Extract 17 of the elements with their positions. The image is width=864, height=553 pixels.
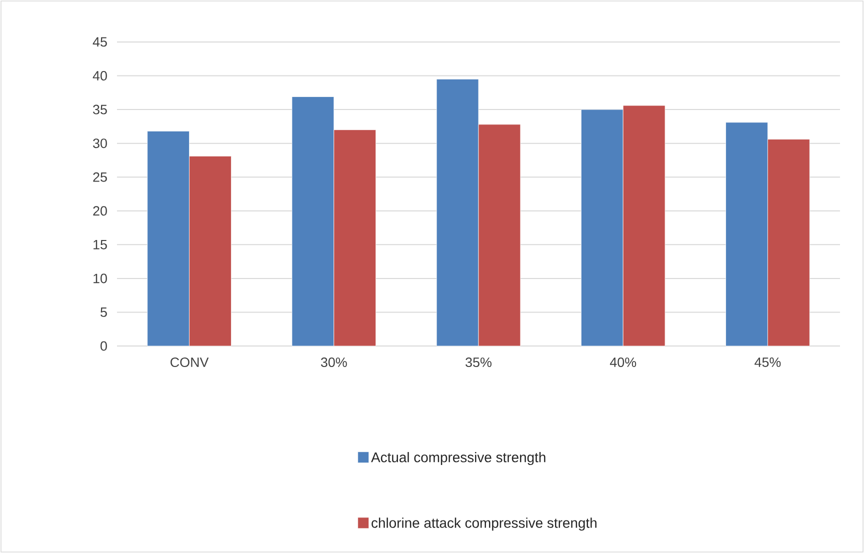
x-tick-label: 40% [610,358,636,368]
y-tick-label: 20 [93,206,107,216]
x-tick-label: CONV [170,358,209,368]
y-tick-label: 30 [93,138,107,148]
y-tick-label: 45 [92,37,107,47]
legend-label: Actual compressive strength [371,452,546,466]
y-tick-label: 10 [94,274,107,284]
y-tick-label: 40 [92,71,107,81]
x-tick-label: 35% [466,358,492,368]
y-tick-label: 15 [94,240,107,250]
y-tick-label: 35 [93,104,107,114]
y-tick-label: 25 [93,172,107,182]
y-tick-label: 5 [100,308,107,317]
legend-label: chlorine attack compressive strength [372,518,596,531]
x-tick-label: 45% [754,358,781,367]
y-tick-label: 0 [100,341,107,351]
x-tick-label: 30% [320,358,347,368]
